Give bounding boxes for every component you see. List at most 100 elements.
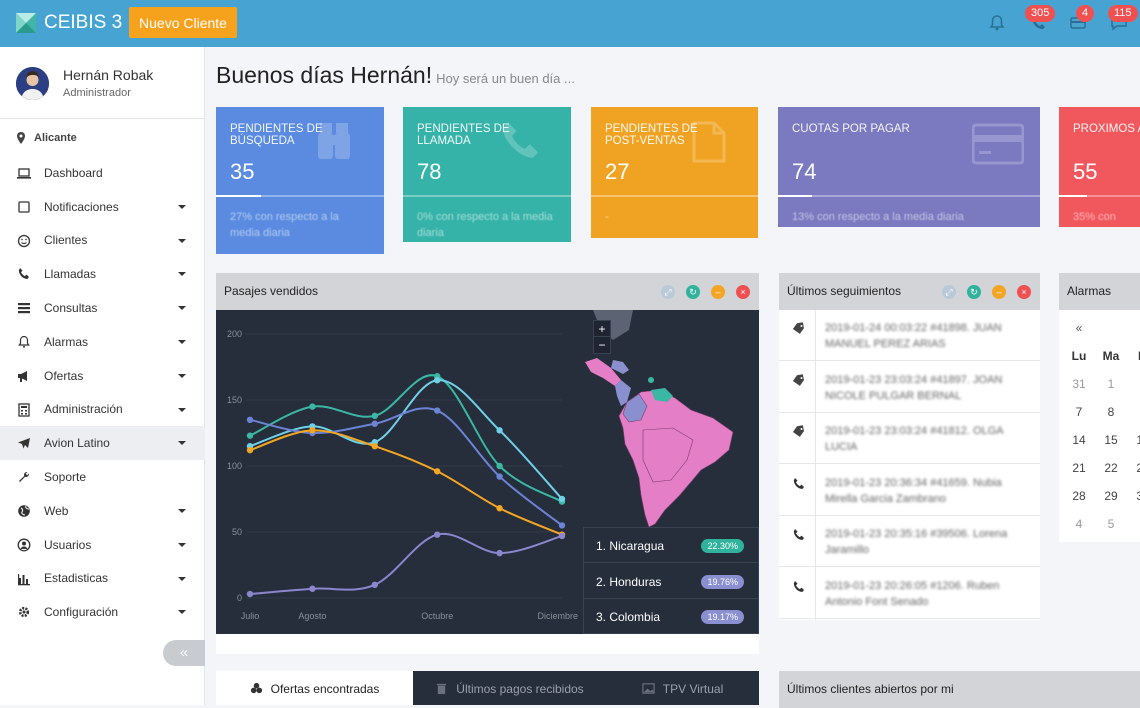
sidebar-item-avionlatino[interactable]: Avion Latino [0, 426, 205, 461]
stat-card-1[interactable]: Pendientes de llamada 78 0% con respecto a… [403, 107, 571, 242]
data-point[interactable] [496, 427, 503, 434]
data-point[interactable] [496, 473, 503, 480]
app-logo[interactable]: CEIBIS 3 [16, 11, 122, 35]
calendar-day[interactable]: 4 [1075, 517, 1083, 531]
calendar-day[interactable]: 28 [1072, 489, 1086, 503]
calendar-day[interactable]: 22 [1104, 461, 1118, 475]
sidebar-item-consultas[interactable]: Consultas [0, 291, 205, 325]
data-point[interactable] [496, 462, 503, 470]
data-point[interactable] [371, 420, 378, 427]
sidebar-item-dashboard[interactable]: Dashboard [0, 156, 205, 190]
data-point[interactable] [371, 443, 378, 450]
tracking-item[interactable]: 2019-01-23 20:26:05 #1206. Ruben Antonio… [779, 567, 1040, 619]
y-tick-label: 0 [237, 593, 242, 603]
calendar-day[interactable]: 29 [1104, 489, 1118, 503]
avatar[interactable] [16, 67, 49, 100]
calendar-prev-button[interactable]: « [1075, 321, 1083, 335]
calendar-day[interactable]: 2 [1131, 377, 1140, 391]
sidebar-item-ofertas[interactable]: Ofertas [0, 359, 205, 393]
calendar-day-header: M [1131, 349, 1140, 363]
tracking-item[interactable]: 2019-01-23 20:36:34 #41659. Nubia Mirell… [779, 464, 1040, 516]
sidebar-item-alarmas[interactable]: Alarmas [0, 325, 205, 359]
tracking-item[interactable]: 2019-01-23 23:03:24 #41897. JOAN NICOLE … [779, 361, 1040, 413]
minimize-icon[interactable]: – [711, 285, 725, 299]
calendar-day[interactable]: 14 [1072, 433, 1086, 447]
calendar-day[interactable]: 5 [1107, 517, 1115, 531]
ranking-row[interactable]: 1. Nicaragua 22.30% [584, 528, 758, 563]
sidebar-item-usuarios[interactable]: Usuarios [0, 528, 205, 562]
calendar-day[interactable]: 23 [1136, 461, 1140, 475]
ranking-percent-badge: 19.76% [701, 574, 744, 589]
data-point[interactable] [434, 468, 441, 475]
refresh-icon[interactable]: ↻ [967, 285, 981, 299]
map-zoom-out-button[interactable]: − [598, 338, 606, 352]
expand-icon[interactable]: ⤢ [661, 285, 675, 299]
sidebar-item-llamadas[interactable]: Llamadas [0, 257, 205, 291]
calendar-day[interactable]: 31 [1072, 377, 1086, 391]
tracking-item[interactable]: 2019-01-23 23:03:24 #41812. OLGA LUCIA [779, 413, 1040, 464]
data-point[interactable] [496, 549, 503, 557]
bell-icon[interactable] [988, 14, 1006, 32]
calendar-day[interactable]: 16 [1136, 433, 1140, 447]
data-point[interactable] [434, 407, 441, 414]
ranking-row[interactable]: 3. Colombia 19.17% [584, 599, 758, 634]
calendar-day[interactable]: 21 [1072, 461, 1086, 475]
stat-card-title: Pendientes de post-ventas [605, 123, 698, 147]
stat-card-4[interactable]: Proximos a 55 35% con [1059, 107, 1140, 227]
calendar-day[interactable]: 1 [1107, 377, 1115, 391]
sidebar-item-notificaciones[interactable]: Notificaciones [0, 190, 205, 224]
sidebar-item-clientes[interactable]: Clientes [0, 224, 205, 258]
close-icon[interactable]: × [736, 285, 750, 299]
expand-icon[interactable]: ⤢ [942, 285, 956, 299]
data-point[interactable] [309, 585, 316, 592]
sidebar-item-configuracin[interactable]: Configuración [0, 595, 205, 629]
tracking-item[interactable]: 2019-01-23 20:35:16 #39506. Lorena Jaram… [779, 516, 1040, 567]
sidebar-item-estadisticas[interactable]: Estadisticas [0, 562, 205, 596]
data-point[interactable] [246, 432, 254, 439]
stat-card-3[interactable]: Cuotas por pagar 74 13% con respecto a la … [778, 107, 1040, 227]
sidebar-item-soporte[interactable]: Soporte [0, 460, 205, 494]
user-profile[interactable]: Hernán Robak Administrador [0, 47, 205, 119]
calendar-day[interactable]: 7 [1075, 405, 1083, 419]
stat-card-progress [403, 195, 571, 197]
refresh-icon[interactable]: ↻ [686, 285, 700, 299]
data-point[interactable] [371, 581, 378, 588]
data-point[interactable] [558, 522, 566, 529]
data-point[interactable] [371, 412, 378, 420]
calendar-day[interactable]: 6 [1131, 517, 1140, 531]
tab-1[interactable]: Últimos pagos recibidos [413, 671, 606, 705]
data-point[interactable] [246, 416, 254, 423]
sidebar-menu: Dashboard Notificaciones Clientes Llamadas C… [0, 156, 205, 629]
tab-0[interactable]: Ofertas encontradas [216, 671, 413, 705]
tracking-item[interactable]: 2019-01-24 00:03:22 #41898. JUAN MANUEL … [779, 310, 1040, 361]
map-zoom-in-button[interactable]: + [594, 321, 610, 337]
calendar-day[interactable]: 9 [1131, 405, 1140, 419]
tab-2[interactable]: TPV Virtual [606, 671, 759, 705]
minimize-icon[interactable]: – [992, 285, 1006, 299]
data-point[interactable] [434, 377, 441, 384]
sidebar-item-administracin[interactable]: Administración [0, 393, 205, 427]
data-point[interactable] [246, 590, 254, 598]
new-client-button[interactable]: Nuevo Cliente [129, 7, 237, 38]
chevron-down-icon [178, 542, 186, 547]
stat-card-0[interactable]: Pendientes de búsqueda 35 27% con respecto… [216, 107, 384, 254]
data-point[interactable] [309, 403, 316, 410]
calendar-day[interactable]: 15 [1104, 433, 1118, 447]
collapse-sidebar-button[interactable]: « [163, 640, 205, 666]
app-title: CEIBIS 3 [44, 12, 123, 33]
stat-card-2[interactable]: Pendientes de post-ventas 27 - [591, 107, 758, 238]
calendar-day[interactable]: 8 [1107, 405, 1115, 419]
location[interactable]: Alicante [16, 132, 77, 144]
close-icon[interactable]: × [1017, 285, 1031, 299]
stat-card-footer: 35% con [1073, 211, 1116, 223]
data-point[interactable] [558, 495, 566, 503]
data-point[interactable] [246, 446, 254, 454]
data-point[interactable] [309, 427, 316, 434]
chevron-down-icon [178, 306, 186, 311]
calendar-day[interactable]: 30 [1136, 489, 1140, 503]
data-point[interactable] [558, 532, 566, 540]
sidebar-item-web[interactable]: Web [0, 494, 205, 528]
ranking-row[interactable]: 2. Honduras 19.76% [584, 564, 758, 599]
data-point[interactable] [496, 505, 503, 512]
data-point[interactable] [434, 531, 441, 538]
